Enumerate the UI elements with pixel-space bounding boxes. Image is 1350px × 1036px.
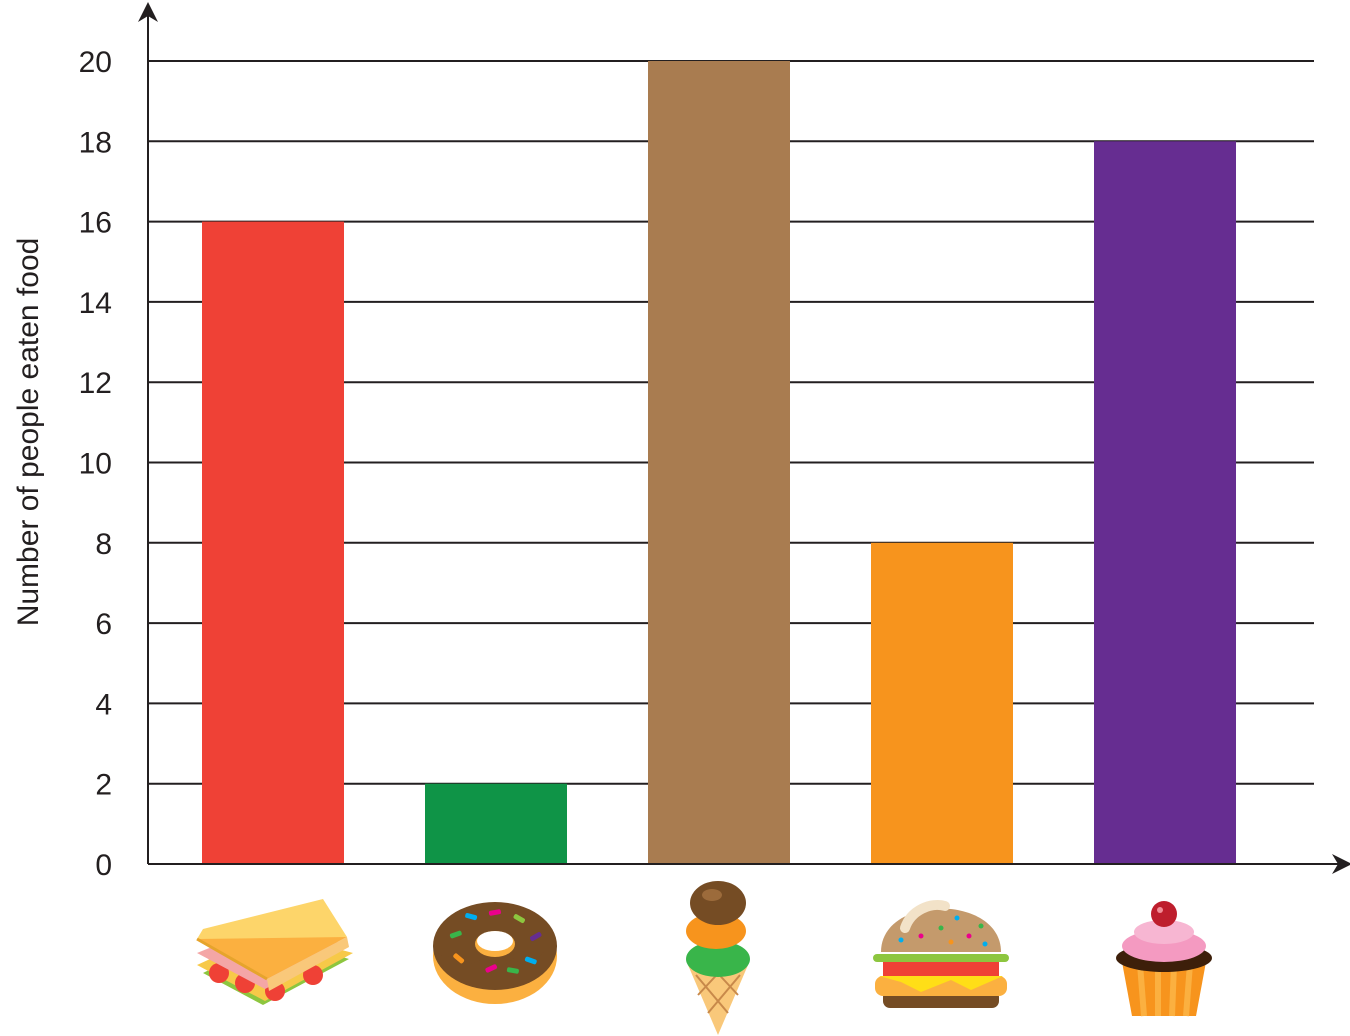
bar-sandwich [202, 221, 344, 865]
bar-ice-cream-cone [648, 61, 790, 864]
y-tick-label: 12 [79, 367, 112, 400]
y-tick-label: 14 [79, 287, 112, 320]
bar-cupcake [1094, 141, 1236, 865]
sandwich-icon [196, 899, 353, 1005]
burger-icon [873, 900, 1009, 1008]
cupcake-icon [1116, 901, 1212, 1017]
bar-burger [871, 542, 1013, 864]
bar-donut [425, 783, 567, 864]
y-tick-label: 16 [79, 207, 112, 240]
donut-icon [433, 902, 557, 1004]
y-tick-label: 8 [95, 528, 112, 561]
y-tick-label: 20 [79, 46, 112, 79]
y-tick-label: 0 [95, 849, 112, 882]
y-tick-label: 4 [95, 688, 112, 721]
bars [202, 61, 1236, 865]
y-tick-label: 2 [95, 769, 112, 802]
y-tick-labels: 0 2 4 6 8 10 12 14 16 18 20 [79, 46, 112, 882]
ice-cream-icon [686, 881, 750, 1035]
y-tick-label: 18 [79, 126, 112, 159]
y-tick-label: 10 [79, 448, 112, 481]
y-axis-title: Number of people eaten food [12, 238, 45, 627]
y-tick-label: 6 [95, 608, 112, 641]
